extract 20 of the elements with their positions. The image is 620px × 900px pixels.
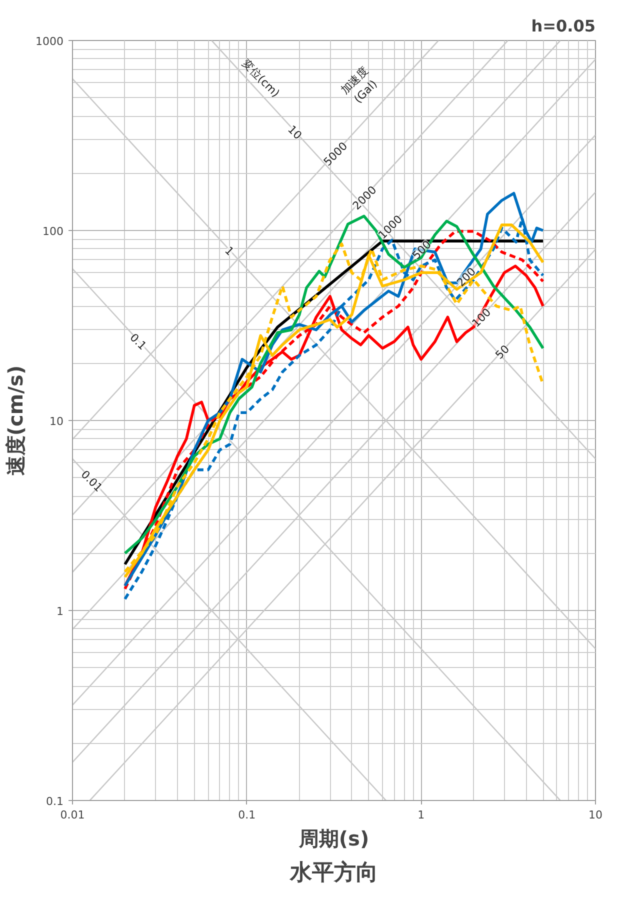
y-tick-label: 0.1 xyxy=(46,795,64,808)
y-axis-title: 速度(cm/s) xyxy=(4,365,28,476)
text: h=0.05 xyxy=(531,16,596,36)
series-label: 100 xyxy=(470,306,494,330)
x-axis-title: 周期(s) xyxy=(298,826,370,850)
series-label: 200 xyxy=(454,265,478,290)
y-tick-label: 10 xyxy=(50,415,64,428)
series-label: 10 xyxy=(285,122,304,142)
series-label: 0.1 xyxy=(127,331,149,353)
series-label: 500 xyxy=(410,238,434,262)
y-tick-label: 1 xyxy=(56,605,64,618)
text: 水平方向 xyxy=(289,860,378,886)
x-tick-label: 0.1 xyxy=(238,808,256,822)
x-tick-label: 10 xyxy=(588,808,602,822)
series-label: 50 xyxy=(492,342,512,362)
y-tick-label: 100 xyxy=(42,225,64,238)
y-tick-label: 1000 xyxy=(36,35,64,48)
x-tick-label: 1 xyxy=(418,808,425,822)
x-tick-label: 0.01 xyxy=(60,808,85,822)
series-label: 1 xyxy=(222,244,236,258)
